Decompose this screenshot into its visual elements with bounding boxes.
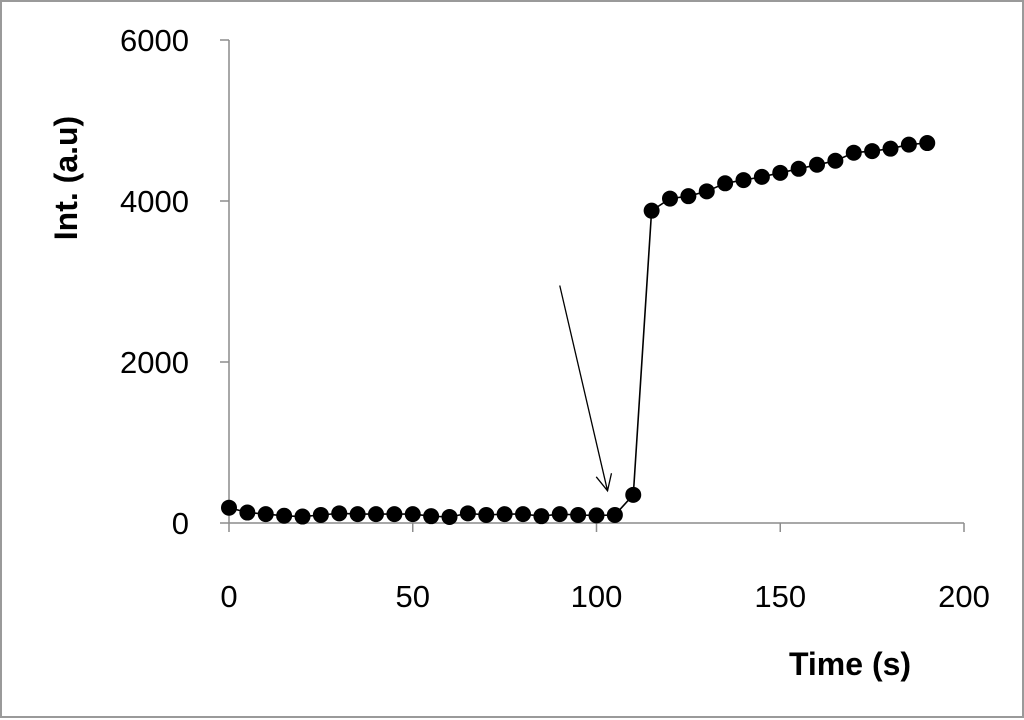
annotations-layer: [559, 285, 613, 493]
y-tick-label: 0: [172, 506, 189, 541]
axes: [220, 39, 965, 532]
data-point: [386, 506, 403, 523]
x-tick-label: 150: [754, 579, 806, 614]
data-point: [717, 175, 734, 192]
data-point: [331, 505, 348, 522]
data-point: [423, 508, 440, 525]
y-axis-title: Int. (a.u): [48, 116, 84, 240]
data-point: [257, 506, 274, 523]
data-point: [662, 190, 678, 207]
data-point: [606, 506, 623, 523]
series-layer: [221, 135, 936, 525]
tick-labels: 0 2000 4000 6000 0 50 100 150 200: [120, 23, 990, 614]
data-point: [735, 172, 752, 189]
data-point: [349, 506, 366, 523]
annotation-arrow-head: [595, 473, 613, 493]
data-point: [294, 508, 311, 525]
data-point: [625, 486, 642, 503]
data-point: [790, 160, 807, 177]
data-point: [276, 507, 293, 524]
data-point: [900, 136, 917, 153]
data-point: [533, 508, 550, 525]
data-point: [570, 506, 587, 523]
data-point: [496, 506, 513, 523]
data-point: [239, 504, 256, 521]
y-tick-label: 6000: [120, 23, 189, 58]
data-point: [441, 508, 458, 525]
data-point: [698, 183, 715, 200]
data-point: [368, 506, 384, 523]
data-point: [827, 152, 844, 169]
x-tick-label: 200: [938, 579, 990, 614]
data-point: [312, 506, 329, 523]
data-point: [459, 505, 476, 522]
x-tick-label: 50: [396, 579, 430, 614]
annotation-arrow-shaft: [559, 285, 609, 491]
data-point: [588, 507, 605, 524]
x-axis-title: Time (s): [789, 646, 911, 682]
data-point: [845, 144, 862, 161]
series-line: [228, 142, 928, 518]
data-point: [919, 135, 936, 152]
data-point: [643, 202, 660, 219]
x-tick-label: 100: [571, 579, 623, 614]
data-point: [680, 188, 697, 205]
data-point: [753, 168, 770, 185]
data-point: [515, 506, 531, 523]
data-point: [882, 140, 899, 157]
x-tick-label: 0: [220, 579, 237, 614]
data-point: [551, 506, 568, 523]
data-point: [478, 506, 495, 523]
y-tick-label: 4000: [120, 184, 189, 219]
data-point: [404, 506, 421, 523]
data-point: [809, 156, 825, 173]
y-tick-label: 2000: [120, 345, 189, 380]
data-point: [221, 499, 237, 516]
data-point: [772, 164, 789, 181]
data-point: [864, 143, 881, 160]
